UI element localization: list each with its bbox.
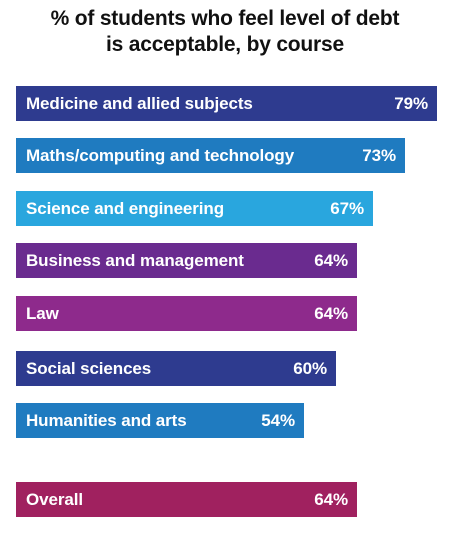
bar-value-label: 67%: [330, 198, 364, 218]
bar-maths-computing-and-technology: Maths/computing and technology 73%: [16, 138, 405, 173]
bar-medicine-and-allied-subjects: Medicine and allied subjects 79%: [16, 86, 437, 121]
bar-category-label: Business and management: [26, 250, 244, 270]
chart-title-line-1: % of students who feel level of debt: [50, 7, 400, 30]
bar-social-sciences: Social sciences 60%: [16, 351, 336, 386]
bar-value-label: 64%: [314, 489, 348, 509]
bar-category-label: Humanities and arts: [26, 410, 187, 430]
bar-value-label: 64%: [314, 303, 348, 323]
chart-title-line-2: is acceptable, by course: [106, 33, 344, 56]
bar-value-label: 60%: [293, 358, 327, 378]
bar-business-and-management: Business and management 64%: [16, 243, 357, 278]
bar-value-label: 54%: [261, 410, 295, 430]
bar-humanities-and-arts: Humanities and arts 54%: [16, 403, 304, 438]
chart-title: % of students who feel level of debt is …: [0, 6, 450, 58]
bar-category-label: Science and engineering: [26, 198, 224, 218]
bar-value-label: 79%: [394, 93, 428, 113]
bar-overall: Overall 64%: [16, 482, 357, 517]
bar-value-label: 73%: [362, 145, 396, 165]
bar-category-label: Medicine and allied subjects: [26, 93, 253, 113]
bar-category-label: Maths/computing and technology: [26, 145, 295, 165]
bar-value-label: 64%: [314, 250, 348, 270]
bar-category-label: Social sciences: [26, 358, 152, 378]
bar-category-label: Law: [26, 303, 59, 323]
bar-law: Law 64%: [16, 296, 357, 331]
bar-category-label: Overall: [26, 489, 83, 509]
bar-science-and-engineering: Science and engineering 67%: [16, 191, 373, 226]
